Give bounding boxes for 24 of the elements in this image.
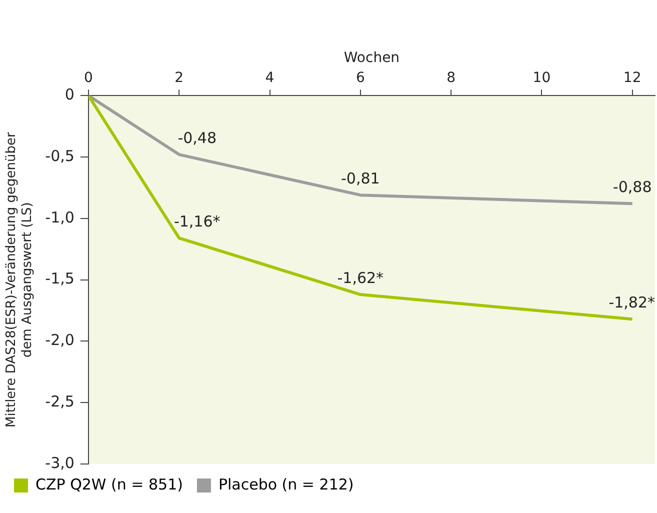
x-tick-label: 4 <box>265 70 274 86</box>
x-tick-label: 6 <box>356 70 365 86</box>
data-label: -1,16* <box>174 212 221 230</box>
y-tick-label: 0 <box>64 85 74 104</box>
x-tick-label: 2 <box>174 70 184 86</box>
data-label: -0,48 <box>178 128 217 147</box>
y-tick-label: -1,0 <box>45 208 74 226</box>
x-tick-label: 12 <box>623 70 642 86</box>
data-label: -0,81 <box>341 169 380 188</box>
data-label: -0,88 <box>612 178 652 196</box>
y-axis-title: Mittlere DAS28(ESR)-Veränderung gegenüber dem Ausgangswert (LS) <box>4 131 35 428</box>
data-label: -1,62* <box>337 268 384 287</box>
legend-label: Placebo (n = 212) <box>218 475 354 494</box>
x-tick-label: 10 <box>532 70 551 86</box>
data-label: -1,82* <box>608 293 656 312</box>
y-tick-label: -1,5 <box>45 270 74 288</box>
x-tick-label: 0 <box>84 70 93 86</box>
x-axis-title: Wochen <box>344 50 400 66</box>
x-tick-label: 8 <box>446 70 456 86</box>
y-tick-label: -2,0 <box>45 331 74 350</box>
y-tick-label: -0,5 <box>45 146 74 165</box>
legend-label: CZP Q2W (n = 851) <box>36 475 183 494</box>
y-tick-label: -2,5 <box>45 392 74 410</box>
y-tick-label: -3,0 <box>45 454 74 472</box>
